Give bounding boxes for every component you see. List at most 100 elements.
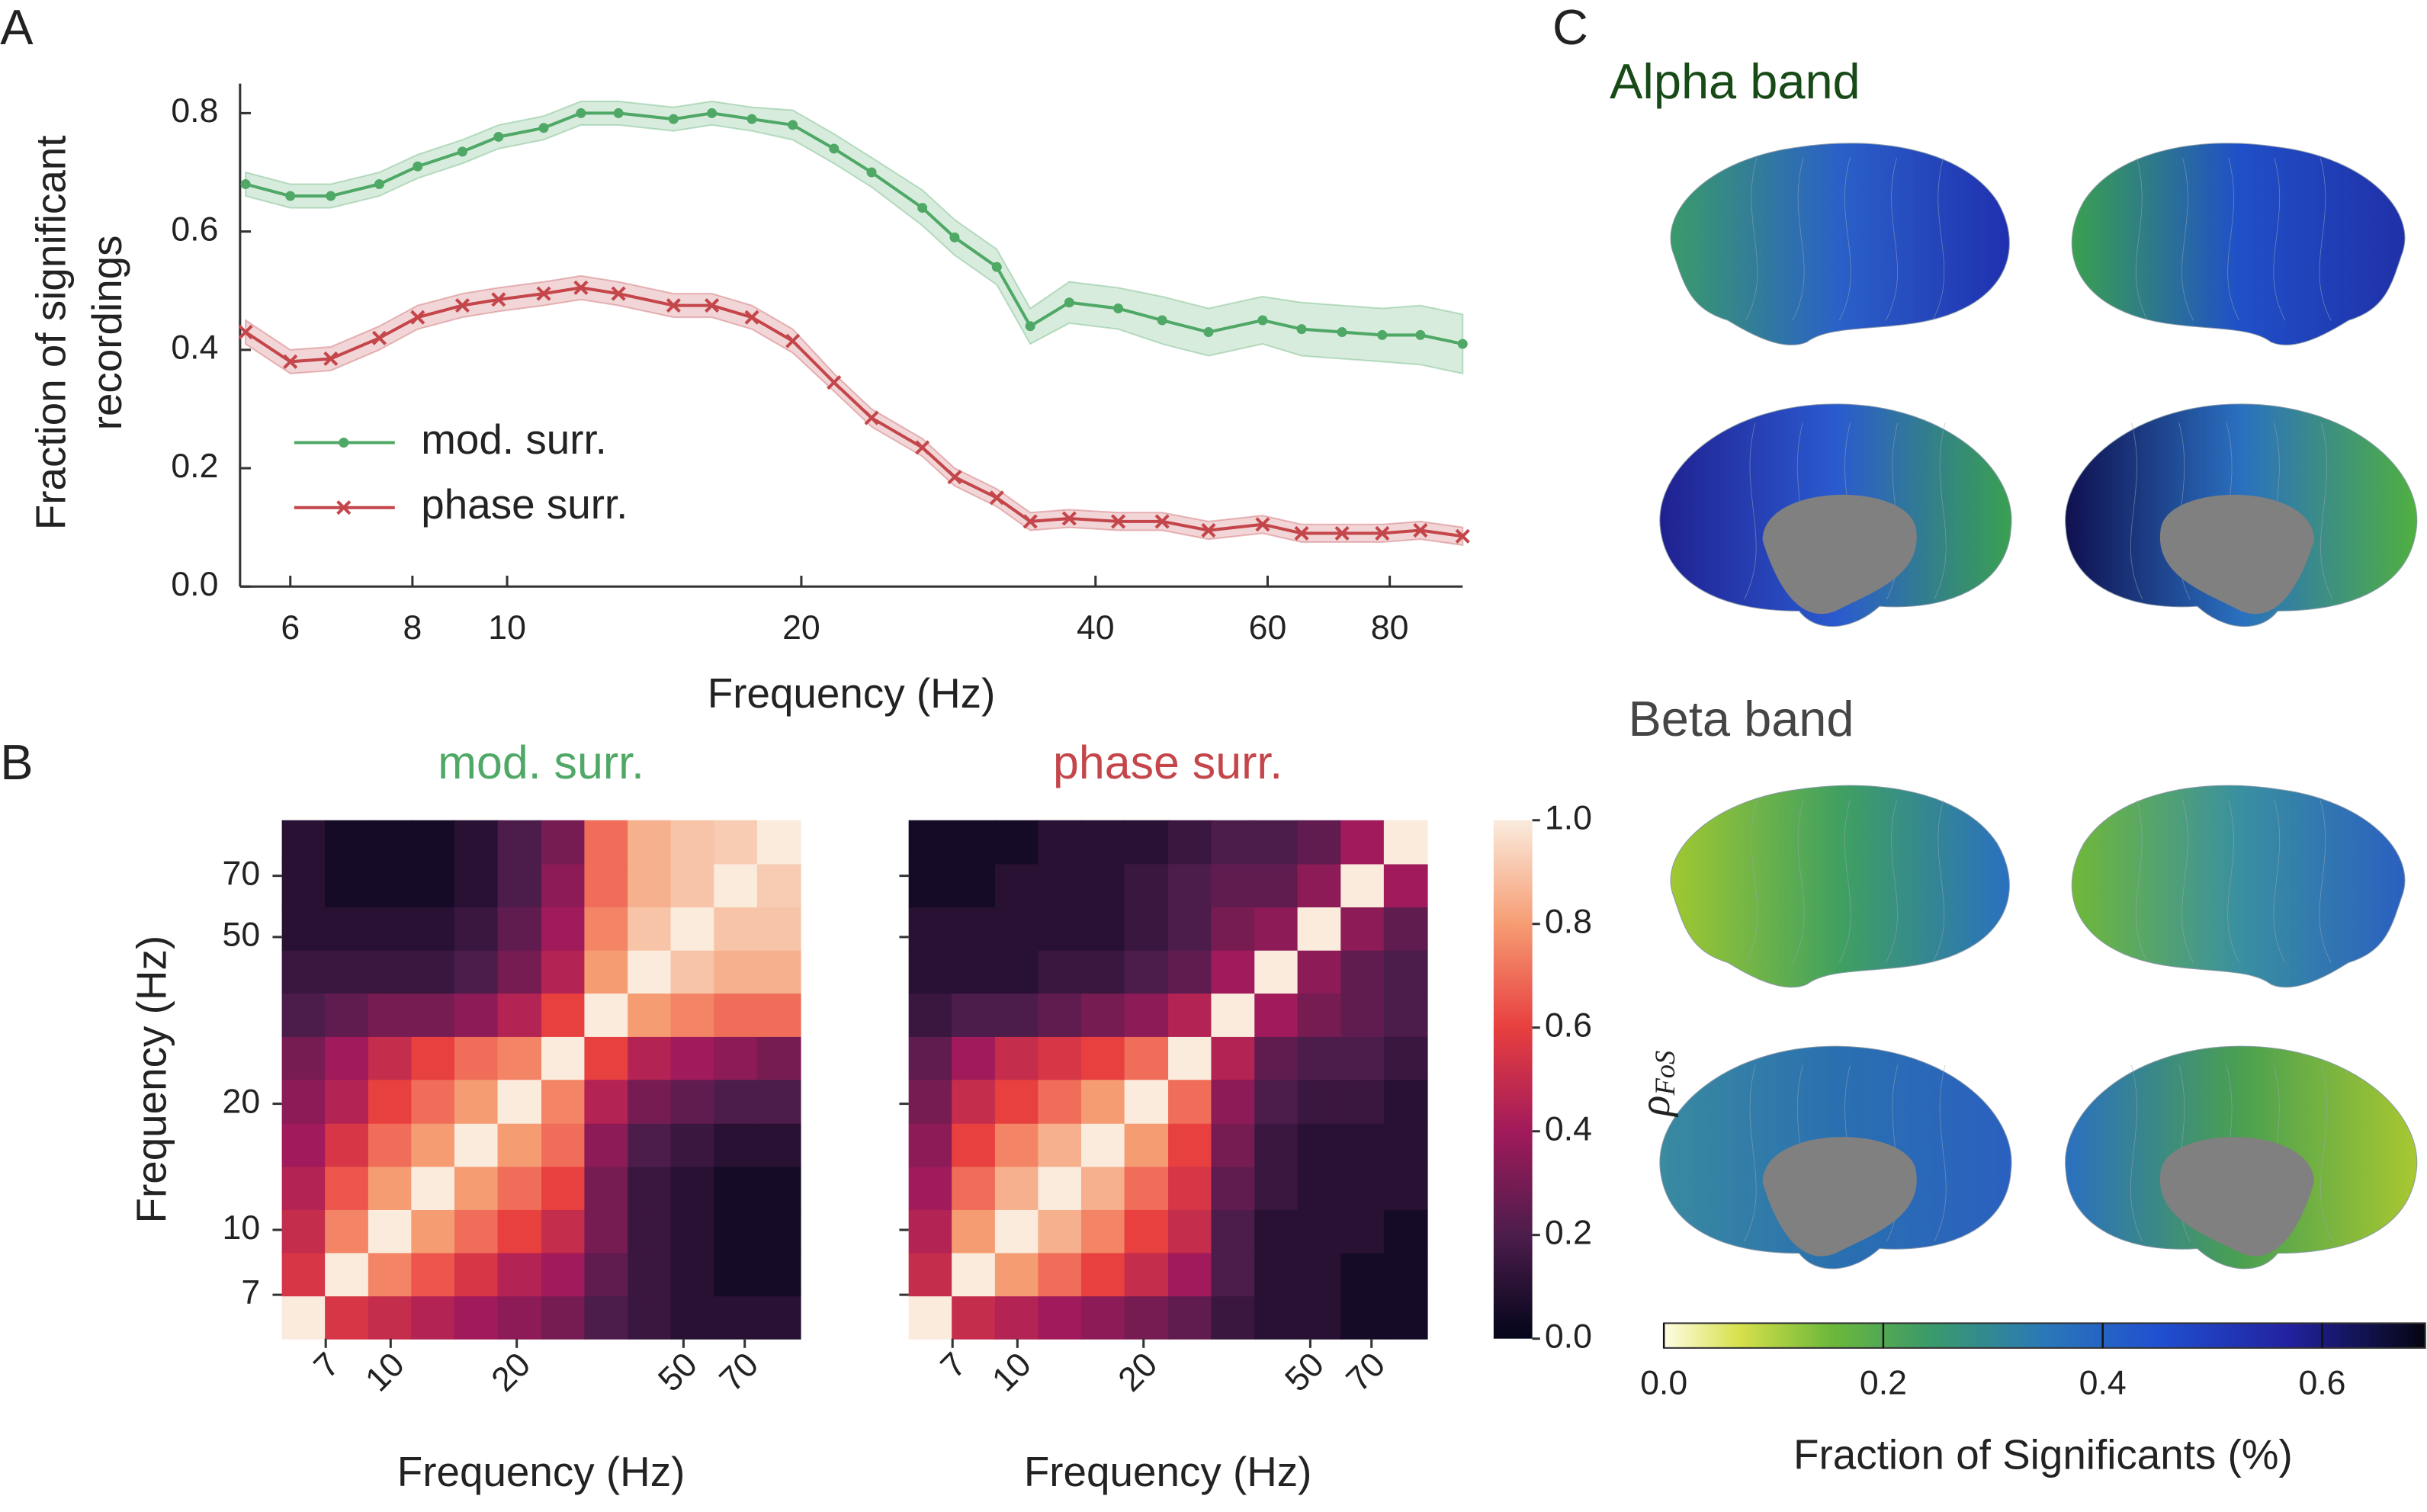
heatmap-cell: [1038, 1252, 1083, 1297]
heatmap-cell: [1211, 1209, 1256, 1254]
x-tick-label: 7: [934, 1346, 974, 1385]
heatmap-cell: [541, 1035, 586, 1080]
heatmap-cell: [670, 863, 715, 908]
heatmap-cell: [1038, 1209, 1083, 1254]
heatmap-cell: [756, 1209, 801, 1254]
data-point: [536, 286, 551, 301]
heatmap-cell: [1340, 949, 1385, 994]
heatmap-cell: [325, 1252, 369, 1297]
heatmap-cell: [1038, 820, 1083, 865]
heatmap-cell: [325, 1295, 369, 1340]
heatmap-cell: [714, 1166, 758, 1210]
heatmap-cell: [1038, 1295, 1083, 1340]
heatmap-cell: [1254, 1079, 1299, 1124]
parcel-border: [2274, 800, 2285, 962]
heatmap-cell: [497, 993, 543, 1037]
heatmap-cell: [1254, 907, 1299, 951]
heatmap-cell: [541, 907, 586, 951]
heatmap-cell: [411, 1079, 456, 1124]
heatmap-cell: [411, 1295, 456, 1340]
heatmap-cell: [1340, 1209, 1385, 1254]
data-point: [744, 310, 759, 325]
heatmap-cell: [411, 1252, 456, 1297]
parcel-border: [1933, 158, 1944, 320]
heatmap-cell: [1081, 1035, 1125, 1080]
data-point: [1113, 303, 1124, 313]
colorbar-label: Fraction of Significants (%): [1793, 1430, 2293, 1478]
heatmap-cell: [1081, 1252, 1125, 1297]
heatmap-cell: [1168, 1035, 1212, 1080]
heatmap-cell: [368, 1035, 413, 1080]
legend-label: mod. surr.: [421, 416, 607, 463]
side-label-subscript: FoS: [1650, 1051, 1681, 1096]
heatmap-cell: [628, 1166, 672, 1210]
heatmap-cell: [1254, 1122, 1299, 1167]
parcel-border: [2228, 800, 2239, 962]
parcel-border: [1745, 423, 1756, 599]
data-point: [1455, 528, 1470, 544]
heatmap-cell: [1383, 993, 1428, 1037]
heatmap-cell: [541, 1122, 586, 1167]
colorbar: [1493, 820, 1533, 1339]
colorbar-tick-label: 0.8: [1545, 904, 1592, 941]
data-point: [1294, 525, 1309, 541]
heatmap-cell: [952, 820, 996, 865]
heatmap-cell: [1340, 820, 1385, 865]
heatmap-cell: [1038, 907, 1083, 951]
heatmap-cell: [368, 1079, 413, 1124]
heatmap-cell: [541, 1295, 586, 1340]
heatmap-cell: [325, 1166, 369, 1210]
heatmap-cell: [670, 1252, 715, 1297]
heatmap-cell: [1211, 993, 1256, 1037]
heatmap-cell: [1211, 1295, 1256, 1340]
heatmap-cell: [952, 1252, 996, 1297]
y-tick-label: 20: [223, 1083, 261, 1120]
x-tick-label: 70: [713, 1346, 766, 1399]
heatmap-cell: [908, 820, 953, 865]
data-point: [326, 191, 336, 201]
legend-label: phase surr.: [421, 480, 628, 528]
colorbar-tick-label: 0.2: [1860, 1364, 1907, 1401]
heatmap-cell: [1168, 863, 1212, 908]
heatmap-cell: [325, 820, 369, 865]
data-point: [1154, 514, 1170, 529]
heatmap-cell: [454, 907, 499, 951]
heatmap-cell: [1081, 1295, 1125, 1340]
x-tick-label: 80: [1371, 609, 1409, 647]
y-axis-label: Fraction of significant: [27, 135, 75, 530]
heatmap-cell: [994, 1079, 1039, 1124]
heatmap-cell: [994, 1209, 1039, 1254]
heatmap-cell: [454, 1122, 499, 1167]
heatmap-cell: [454, 820, 499, 865]
heatmap-cell: [1254, 820, 1299, 865]
data-point: [1296, 324, 1307, 335]
heatmap-cell: [908, 1122, 953, 1167]
heatmap-cell: [908, 1035, 953, 1080]
x-tick-label: 50: [1278, 1346, 1331, 1399]
brain-surface: [2072, 143, 2405, 345]
y-tick-label: 0.4: [171, 329, 218, 367]
heatmap-cell: [1124, 820, 1170, 865]
colorbar-tick-label: 0.0: [1545, 1318, 1592, 1355]
heatmap-cell: [628, 1079, 672, 1124]
heatmap-cell: [994, 1122, 1039, 1167]
x-tick-label: 50: [651, 1346, 705, 1399]
heatmap-cell: [1254, 863, 1299, 908]
data-point: [827, 374, 842, 390]
y-tick-label: 0.6: [171, 210, 218, 248]
heatmap-cell: [497, 1035, 543, 1080]
heatmap-cell: [628, 1295, 672, 1340]
colorbar-tick-label: 0.4: [1545, 1110, 1592, 1148]
heatmap-cell: [670, 1035, 715, 1080]
data-point: [989, 490, 1004, 506]
heatmap-cell: [714, 949, 758, 994]
heatmap-cell: [628, 1122, 672, 1167]
data-point: [705, 298, 720, 313]
heatmap-cell: [1124, 1295, 1170, 1340]
medial-wall: [2159, 494, 2315, 615]
heatmap-cell: [1038, 1122, 1083, 1167]
medial-wall: [1762, 494, 1917, 615]
data-point: [1157, 315, 1167, 326]
heatmap-cell: [1168, 1079, 1212, 1124]
heatmap-cell: [325, 863, 369, 908]
